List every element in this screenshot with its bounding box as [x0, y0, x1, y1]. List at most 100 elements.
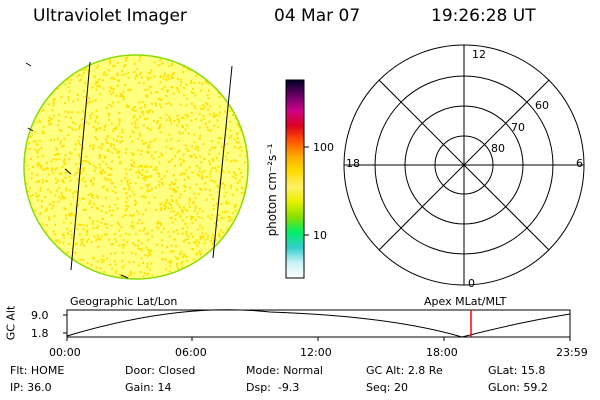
emission-speckle — [147, 175, 150, 178]
emission-speckle — [192, 258, 195, 261]
emission-speckle — [135, 73, 138, 76]
emission-speckle — [186, 209, 189, 212]
emission-speckle — [161, 88, 164, 91]
emission-speckle — [147, 272, 150, 275]
emission-speckle — [190, 102, 193, 105]
emission-speckle — [225, 191, 228, 194]
emission-speckle — [225, 155, 227, 158]
emission-speckle — [220, 216, 223, 219]
emission-speckle — [172, 250, 175, 253]
emission-speckle — [64, 208, 67, 211]
emission-speckle — [191, 145, 194, 148]
emission-speckle — [170, 77, 173, 80]
emission-speckle — [191, 171, 194, 174]
emission-speckle — [211, 158, 214, 160]
emission-speckle — [149, 76, 152, 79]
emission-speckle — [68, 151, 71, 154]
emission-speckle — [245, 155, 248, 158]
emission-speckle — [169, 260, 172, 263]
emission-speckle — [107, 150, 110, 153]
emission-speckle — [88, 97, 91, 100]
emission-speckle — [98, 85, 101, 88]
emission-speckle — [105, 73, 108, 76]
emission-speckle — [106, 233, 108, 236]
emission-speckle — [69, 214, 72, 217]
emission-speckle — [111, 160, 114, 163]
emission-speckle — [106, 149, 109, 151]
emission-speckle — [145, 184, 148, 187]
emission-speckle — [200, 107, 202, 110]
emission-speckle — [201, 210, 204, 213]
emission-speckle — [104, 171, 107, 174]
emission-speckle — [174, 214, 177, 217]
emission-speckle — [142, 262, 144, 264]
emission-speckle — [93, 164, 96, 167]
emission-speckle — [188, 69, 191, 72]
emission-speckle — [211, 198, 214, 201]
emission-speckle — [83, 159, 86, 162]
mlat-label-80: 80 — [491, 142, 505, 155]
emission-speckle — [54, 194, 57, 197]
emission-speckle — [209, 163, 212, 166]
emission-speckle — [101, 79, 104, 82]
emission-speckle — [223, 195, 226, 198]
emission-speckle — [154, 138, 157, 141]
emission-speckle — [197, 174, 200, 177]
emission-speckle — [203, 158, 206, 160]
emission-speckle — [69, 179, 72, 182]
emission-speckle — [121, 275, 123, 278]
emission-speckle — [147, 248, 149, 251]
emission-speckle — [141, 76, 144, 79]
emission-speckle — [180, 78, 183, 81]
emission-speckle — [72, 128, 75, 131]
emission-speckle — [182, 70, 185, 73]
emission-speckle — [207, 97, 210, 100]
emission-speckle — [236, 133, 239, 136]
emission-speckle — [230, 186, 232, 189]
emission-speckle — [98, 146, 101, 148]
emission-speckle — [36, 164, 39, 167]
altitude-ylabel: GC Alt — [4, 305, 18, 341]
emission-speckle — [165, 145, 168, 148]
emission-speckle — [185, 104, 188, 107]
emission-speckle — [240, 175, 243, 178]
emission-speckle — [124, 177, 127, 180]
emission-speckle — [190, 232, 193, 235]
emission-speckle — [50, 160, 53, 163]
emission-speckle — [213, 124, 216, 127]
emission-speckle — [125, 148, 128, 151]
emission-speckle — [192, 235, 194, 238]
emission-speckle — [128, 261, 131, 264]
emission-speckle — [132, 261, 135, 263]
emission-speckle — [182, 126, 184, 129]
emission-speckle — [141, 139, 144, 142]
emission-speckle — [96, 196, 99, 199]
emission-speckle — [178, 206, 181, 209]
emission-speckle — [48, 103, 50, 106]
emission-speckle — [207, 108, 209, 111]
emission-speckle — [178, 91, 181, 94]
emission-speckle — [159, 81, 162, 84]
emission-speckle — [181, 227, 184, 230]
emission-speckle — [159, 203, 162, 206]
emission-speckle — [68, 126, 71, 128]
emission-speckle — [69, 229, 72, 232]
emission-speckle — [198, 113, 201, 116]
emission-speckle — [93, 235, 96, 238]
emission-speckle — [67, 232, 70, 235]
emission-speckle — [183, 87, 185, 89]
status-gc-alt: GC Alt: 2.8 Re — [366, 364, 443, 377]
emission-speckle — [148, 146, 151, 149]
emission-speckle — [211, 242, 214, 245]
emission-speckle — [122, 96, 125, 99]
emission-speckle — [212, 112, 215, 115]
emission-speckle — [148, 110, 151, 113]
emission-speckle — [190, 154, 193, 157]
emission-speckle — [132, 131, 135, 134]
emission-speckle — [237, 141, 240, 144]
emission-speckle — [95, 206, 98, 209]
emission-speckle — [228, 171, 231, 174]
emission-speckle — [216, 126, 219, 129]
emission-speckle — [73, 214, 76, 217]
emission-speckle — [208, 149, 211, 152]
